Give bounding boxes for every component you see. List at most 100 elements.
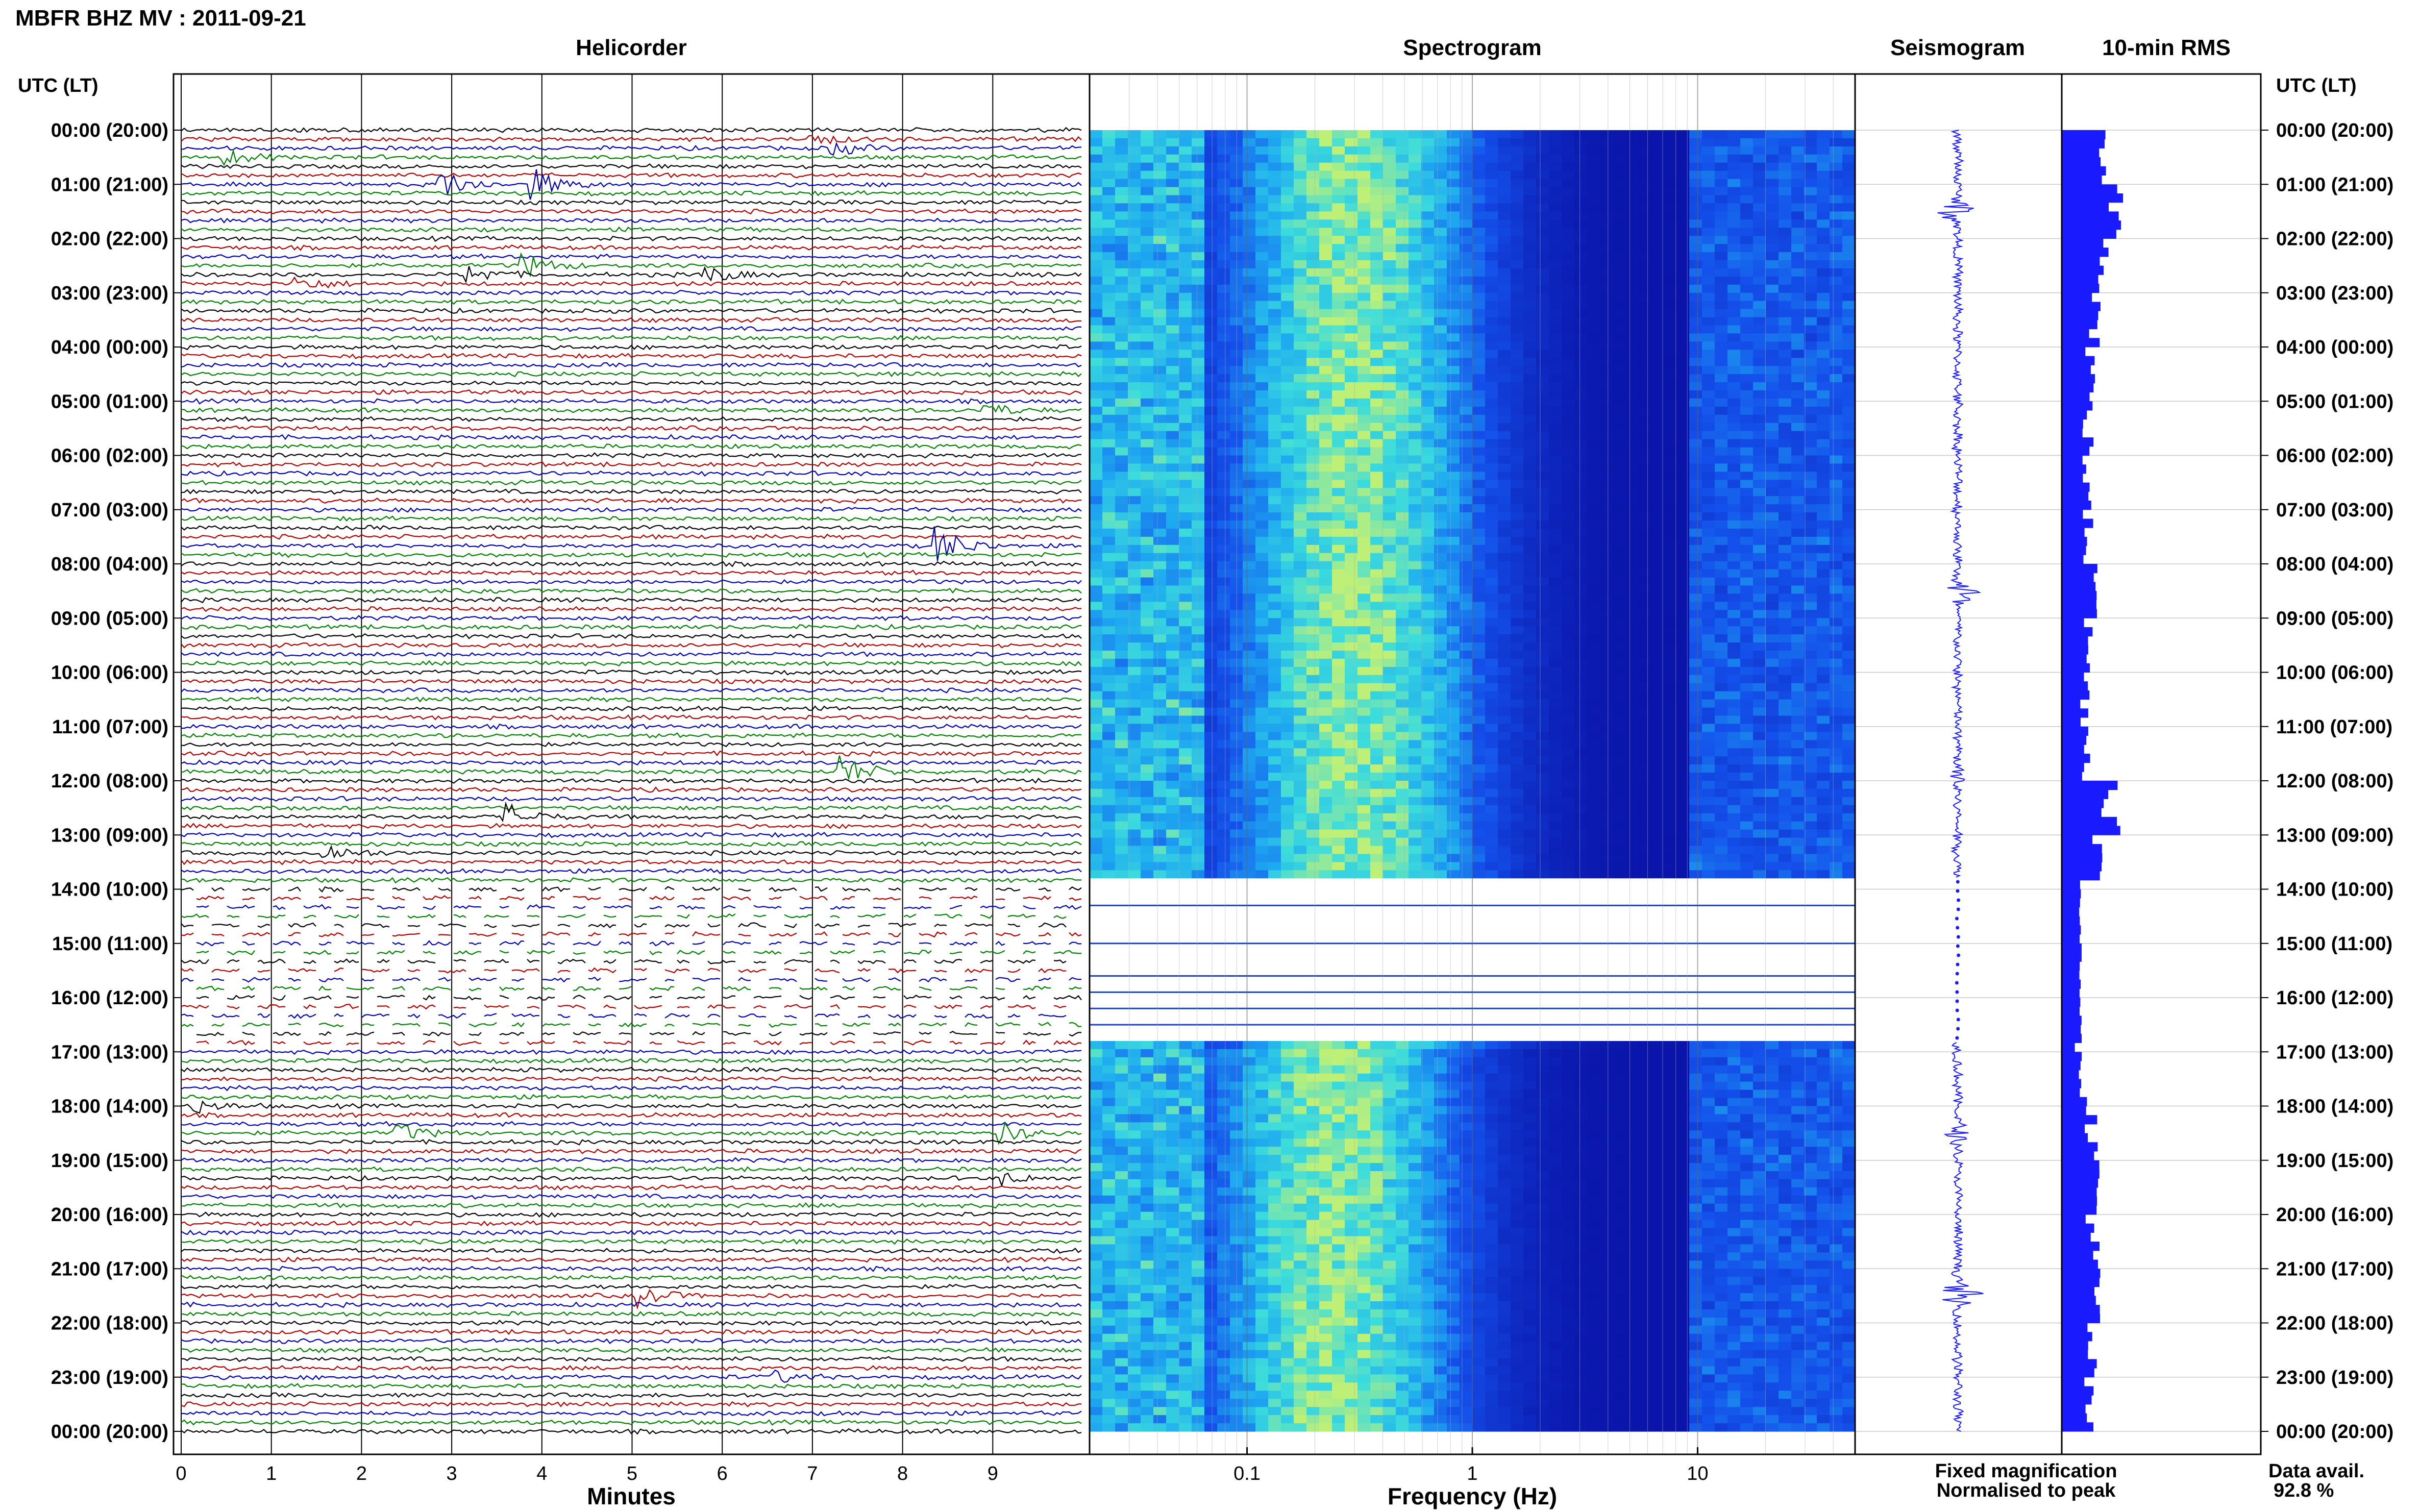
left-time-label: 00:00 (20:00) [51,1421,168,1443]
rms-bar [2062,961,2080,971]
helicorder-trace [181,404,1082,414]
helicorder-trace [181,696,1082,703]
helicorder-trace [196,1039,1082,1046]
rms-bar [2062,708,2088,718]
rms-bar [2062,1386,2094,1396]
rms-bar [2062,1413,2087,1423]
helicorder-trace [181,759,1082,766]
data-availability-value: 92.8 % [2274,1480,2334,1501]
rms-bar [2062,1404,2086,1414]
helicorder-trace [181,488,1082,495]
helicorder-trace [181,1256,1082,1263]
rms-bar [2062,789,2109,799]
helicorder-trace [181,434,1082,441]
rms-bar [2062,889,2081,899]
helicorder-trace [181,886,1082,893]
rms-bar [2062,573,2094,582]
rms-bar [2062,1169,2100,1179]
rms-bar [2062,762,2084,772]
right-time-label: 19:00 (15:00) [2276,1150,2393,1172]
rms-bar [2062,1079,2082,1088]
right-axis-header: UTC (LT) [2276,75,2357,96]
left-time-label: 15:00 (11:00) [52,933,168,955]
helicorder-trace [181,1211,1082,1218]
rms-bar [2062,193,2124,203]
rms-bar [2062,256,2100,266]
rms-bar [2062,419,2083,429]
helicorder-trace [181,244,1082,251]
rms-bar [2062,238,2104,248]
rms-bar [2062,816,2117,826]
helicorder-trace [181,1356,1082,1362]
helicorder-trace [181,190,1082,197]
left-time-label: 10:00 (06:00) [51,662,168,684]
helicorder-trace [181,552,1082,558]
spectrogram-tick-label: 10 [1687,1463,1708,1484]
left-time-label: 03:00 (23:00) [51,283,168,304]
rms-bar [2062,1052,2082,1061]
helicorder-trace [181,526,1082,561]
rms-bar [2062,717,2081,727]
helicorder-trace [181,1248,1082,1254]
rms-bar [2062,302,2101,311]
rms-bar [2062,374,2095,384]
rms-bar [2062,175,2102,185]
rms-bar [2062,925,2081,935]
rms-bar [2062,1124,2085,1134]
rms-bar [2062,1250,2093,1260]
legend-fixed-magnification: Fixed magnification [1935,1460,2117,1482]
spectrogram-tick-label: 0.1 [1233,1463,1261,1484]
helicorder-trace [181,525,1082,531]
helicorder-trace [181,913,1067,919]
rms-bar [2062,753,2090,763]
rms-bar [2062,636,2088,646]
rms-bar [2062,1359,2097,1369]
helicorder-trace [181,135,1082,145]
helicorder-trace [181,389,1082,395]
helicorder-panel: 0 1 2 3 4 5 6 7 8 9 [176,74,1082,1484]
helicorder-trace [181,307,1082,314]
rms-bar [2062,1151,2094,1161]
helicorder-trace [181,1401,1081,1408]
helicorder-trace [181,425,1082,432]
helicorder-trace [181,755,1082,781]
rms-bar [2062,1332,2092,1342]
rms-bar [2062,392,2090,402]
helicorder-trace [181,922,1067,929]
helicorder-trace [181,507,1082,513]
rms-bar [2062,139,2105,148]
helicorder-trace [181,217,1082,224]
helicorder-trace [181,1004,1067,1010]
rms-bar [2062,311,2099,320]
panel-frames [172,73,2262,1455]
rms-bar [2062,618,2084,628]
helicorder-trace [181,470,1082,477]
rms-bar [2062,564,2097,574]
helicorder-trace [181,515,1082,522]
rms-bar [2062,347,2086,357]
helicorder-trace [181,1184,1082,1191]
helicorder-trace [181,1283,1082,1290]
rms-bar [2062,184,2117,194]
helicorder-trace [181,276,1082,289]
helicorder-trace [181,579,1082,585]
rms-bar [2062,1323,2088,1332]
helicorder-trace [196,895,1082,901]
helicorder-trace [181,1274,1082,1281]
helicorder-trace [181,1067,1082,1073]
right-time-label: 04:00 (00:00) [2276,337,2393,358]
rms-bar [2062,455,2083,465]
rms-bar [2062,1006,2080,1016]
rms-bar [2062,401,2093,411]
rms-bar [2062,844,2102,854]
rms-bar [2062,1269,2101,1278]
helicorder-trace [181,796,1082,802]
helicorder-trace [181,266,1082,284]
helicorder-trace [181,741,1082,748]
rms-bar [2062,1395,2092,1405]
helicorder-trace [181,750,1082,757]
left-time-label: 00:00 (20:00) [51,120,168,141]
helicorder-trace [181,1338,1082,1344]
left-time-label: 20:00 (16:00) [51,1204,168,1226]
